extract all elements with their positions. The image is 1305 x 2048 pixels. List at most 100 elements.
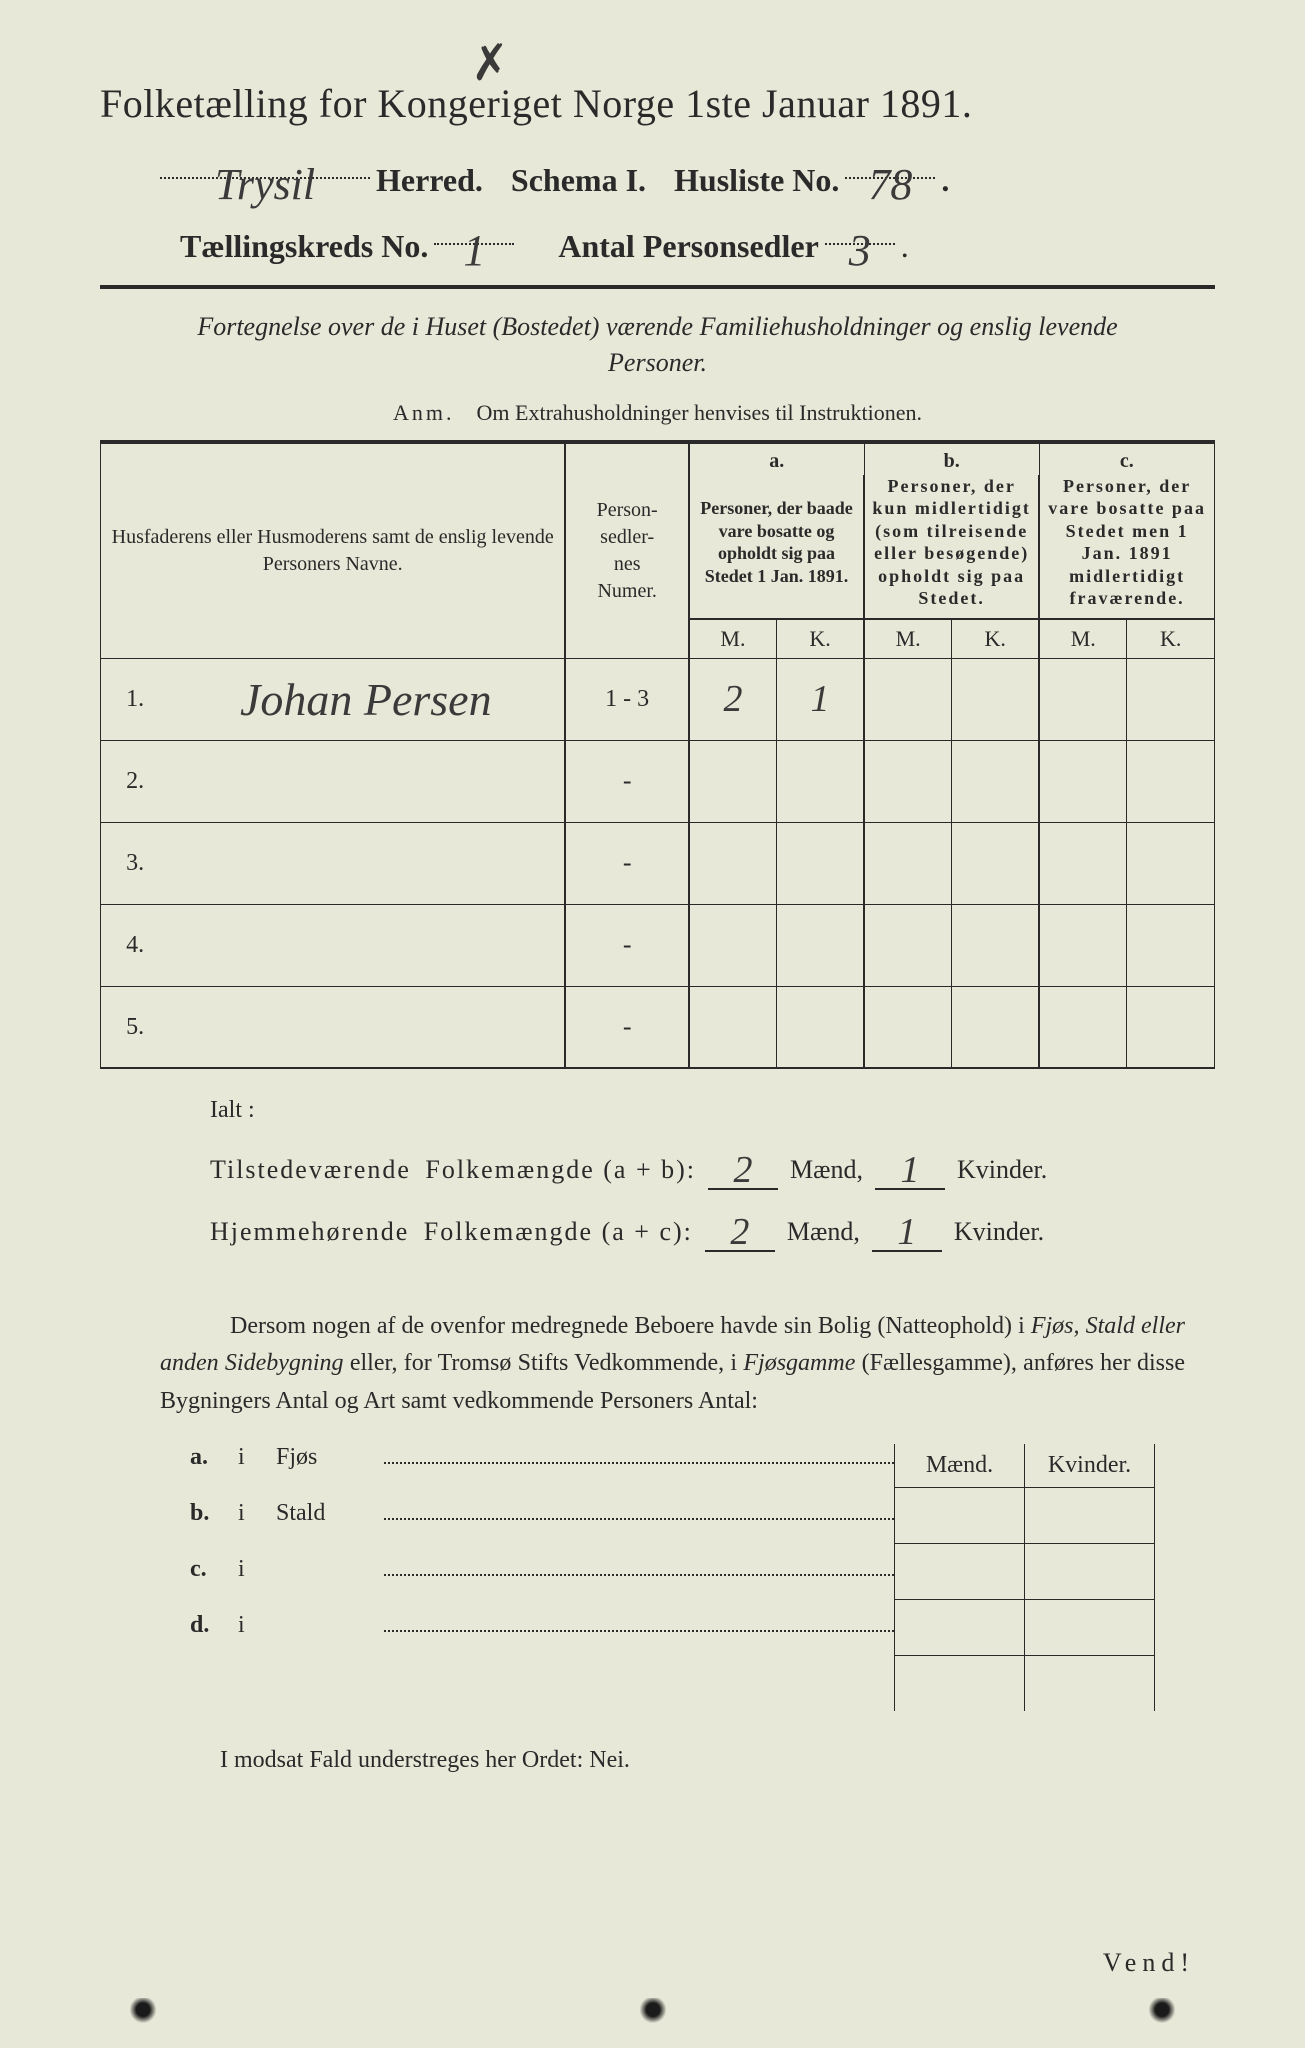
a-m-cell: [689, 740, 777, 822]
table-row: 4.-: [101, 904, 1215, 986]
row-number: 1.: [101, 658, 162, 740]
group-c-text: Personer, der vare bosatte paa Stedet me…: [1039, 475, 1214, 619]
abcd-i: i: [238, 1612, 258, 1639]
husliste-field: 78: [845, 151, 935, 179]
antal-label: Antal Personsedler: [558, 228, 818, 265]
sum2-kvinder: Kvinder.: [954, 1217, 1044, 1247]
abcd-i: i: [238, 1500, 258, 1527]
anm-text: Om Extrahusholdninger henvises til Instr…: [477, 400, 922, 425]
a-k-cell: [777, 904, 865, 986]
name-cell: [161, 986, 565, 1068]
mk2-c-m: [895, 1599, 1025, 1655]
a-k-cell: [777, 986, 865, 1068]
b-k-cell: [952, 740, 1040, 822]
anm-label: Anm.: [393, 400, 455, 425]
abcd-row: c.i: [190, 1556, 894, 1612]
numer-l2: sedler-: [600, 526, 654, 548]
sum1-maend: Mænd,: [790, 1155, 863, 1185]
table-row: 3.-: [101, 822, 1215, 904]
numer-cell: -: [565, 822, 689, 904]
numer-l1: Person-: [597, 499, 658, 521]
schema-label: Schema I.: [511, 162, 646, 199]
c-m-cell: [1039, 822, 1127, 904]
mk2-d-m: [895, 1655, 1025, 1711]
kreds-line: Tællingskreds No. 1 Antal Personsedler 3…: [100, 217, 1215, 265]
c-k-cell: [1127, 740, 1215, 822]
group-c-span: Personer, der vare bosatte paa Stedet me…: [1048, 476, 1206, 609]
numer-cell: -: [565, 986, 689, 1068]
b-m-cell: [864, 904, 952, 986]
herred-line: Trysil Herred. Schema I. Husliste No. 78…: [100, 151, 1215, 199]
group-c-letter: c.: [1039, 442, 1214, 475]
c-k-header: K.: [1127, 619, 1215, 659]
abcd-section: a.iFjøsb.iStaldc.id.i Mænd. Kvinder.: [190, 1444, 1155, 1712]
b-m-cell: [864, 986, 952, 1068]
table-row: 1.Johan Persen1 - 321: [101, 658, 1215, 740]
row-number: 5.: [101, 986, 162, 1068]
a-k-cell: 1: [777, 658, 865, 740]
b-m-cell: [864, 658, 952, 740]
mk2-a-k: [1025, 1487, 1155, 1543]
sum1-k: 1: [900, 1149, 919, 1191]
herred-value: Trysil: [215, 160, 315, 209]
b-m-header: M.: [864, 619, 952, 659]
dotted-line: [384, 1558, 894, 1576]
c-m-header: M.: [1039, 619, 1127, 659]
binding-hole-icon: [130, 1998, 156, 2024]
row-number: 2.: [101, 740, 162, 822]
form-title: Folketælling for Kongeriget Norge 1ste J…: [100, 80, 1215, 127]
sum2-k-field: 1: [872, 1206, 942, 1252]
b-m-cell: [864, 822, 952, 904]
a-k-cell: [777, 740, 865, 822]
abcd-rows: a.iFjøsb.iStaldc.id. i: [190, 1444, 894, 1668]
abcd-i: i: [238, 1556, 258, 1583]
name-cell: [161, 822, 565, 904]
sum1-b: Folkemængde (a + b):: [425, 1155, 696, 1185]
name-value: Johan Persen: [240, 674, 492, 725]
group-a-letter: a.: [689, 442, 864, 475]
mk2-b-m: [895, 1543, 1025, 1599]
numer-cell: 1 - 3: [565, 658, 689, 740]
name-cell: [161, 740, 565, 822]
mk2-c-k: [1025, 1599, 1155, 1655]
antal-field: 3: [825, 217, 895, 245]
sum1-k-field: 1: [875, 1144, 945, 1190]
mk2-d-k: [1025, 1655, 1155, 1711]
col-names-text: Husfaderens eller Husmoderens samt de en…: [112, 526, 554, 575]
vend-label: Vend!: [1103, 1948, 1195, 1978]
binding-hole-icon: [640, 1998, 666, 2024]
b-k-cell: [952, 986, 1040, 1068]
name-cell: Johan Persen: [161, 658, 565, 740]
abcd-letter: d.: [190, 1612, 220, 1639]
abcd-row: b.iStald: [190, 1500, 894, 1556]
mk2-kvinder: Kvinder.: [1025, 1444, 1155, 1488]
a-k-cell: [777, 822, 865, 904]
group-b-letter: b.: [864, 442, 1039, 475]
sum2-m-field: 2: [705, 1206, 775, 1252]
dotted-line: [384, 1502, 894, 1520]
ialt-block: Ialt : Tilstedeværende Folkemængde (a + …: [210, 1097, 1215, 1252]
col-names-header: Husfaderens eller Husmoderens samt de en…: [101, 442, 566, 659]
sum1-a: Tilstedeværende: [210, 1155, 411, 1185]
c-k-cell: [1127, 904, 1215, 986]
census-table: Husfaderens eller Husmoderens samt de en…: [100, 440, 1215, 1070]
c-k-cell: [1127, 658, 1215, 740]
dotted-line: [384, 1446, 894, 1464]
census-form-page: ✗ Folketælling for Kongeriget Norge 1ste…: [100, 80, 1215, 1774]
abcd-row: a.iFjøs: [190, 1444, 894, 1500]
abcd-i: i: [238, 1444, 258, 1471]
a-m-header: M.: [689, 619, 777, 659]
name-cell: [161, 904, 565, 986]
b-k-cell: [952, 822, 1040, 904]
sum-line-2: Hjemmehørende Folkemængde (a + c): 2 Mæn…: [210, 1206, 1215, 1252]
c-m-cell: [1039, 986, 1127, 1068]
herred-label: Herred.: [376, 162, 483, 199]
punct2: .: [901, 228, 909, 265]
mk2-a-m: [895, 1487, 1025, 1543]
a-k-header: K.: [777, 619, 865, 659]
numer-cell: -: [565, 904, 689, 986]
a-m-cell: [689, 904, 777, 986]
sum1-m: 2: [734, 1149, 753, 1191]
kreds-field: 1: [434, 217, 514, 245]
sub-heading: Fortegnelse over de i Huset (Bostedet) v…: [160, 309, 1155, 382]
